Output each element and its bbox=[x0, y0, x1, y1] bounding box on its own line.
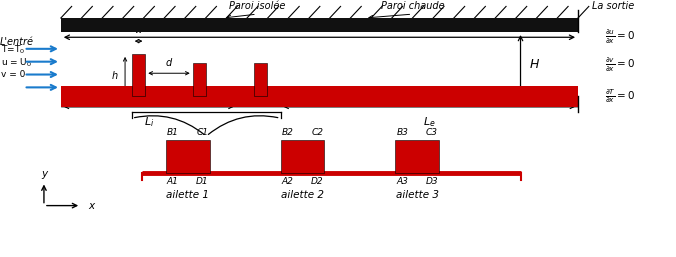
Text: $d$: $d$ bbox=[165, 56, 173, 68]
Text: L'entré: L'entré bbox=[0, 38, 34, 47]
Text: Paroi chaude: Paroi chaude bbox=[381, 1, 444, 11]
Text: ailette 3: ailette 3 bbox=[396, 190, 439, 200]
Text: $L_e$: $L_e$ bbox=[423, 116, 435, 130]
Text: $\frac{\partial T}{\partial x}=0$: $\frac{\partial T}{\partial x}=0$ bbox=[605, 87, 635, 105]
Bar bbox=[166, 140, 210, 173]
Bar bbox=[132, 54, 145, 96]
Text: D2: D2 bbox=[310, 177, 323, 186]
Text: $h$: $h$ bbox=[111, 69, 118, 81]
Bar bbox=[395, 140, 439, 173]
Bar bbox=[61, 86, 578, 107]
Bar bbox=[193, 63, 206, 96]
Text: v = 0: v = 0 bbox=[1, 70, 26, 79]
Text: D1: D1 bbox=[195, 177, 208, 186]
Text: A1: A1 bbox=[167, 177, 179, 186]
Text: $\frac{\partial u}{\partial x}=0$: $\frac{\partial u}{\partial x}=0$ bbox=[605, 29, 635, 46]
Text: B3: B3 bbox=[397, 128, 409, 137]
Text: $L$: $L$ bbox=[315, 18, 324, 31]
Text: T=T$_0$: T=T$_0$ bbox=[1, 44, 26, 56]
Text: ailette 2: ailette 2 bbox=[281, 190, 324, 200]
Text: ailette 1: ailette 1 bbox=[166, 190, 209, 200]
Bar bbox=[281, 140, 324, 173]
Text: u = U$_0$: u = U$_0$ bbox=[1, 56, 32, 69]
Text: $L_i$: $L_i$ bbox=[143, 116, 154, 130]
Text: C1: C1 bbox=[196, 128, 208, 137]
Text: D3: D3 bbox=[425, 177, 438, 186]
Bar bbox=[61, 18, 578, 32]
Bar bbox=[254, 63, 267, 96]
Text: C2: C2 bbox=[311, 128, 323, 137]
Text: $w$: $w$ bbox=[134, 25, 143, 35]
Text: $H$: $H$ bbox=[529, 58, 539, 71]
Text: C3: C3 bbox=[426, 128, 438, 137]
Text: B1: B1 bbox=[167, 128, 179, 137]
Text: y: y bbox=[41, 169, 47, 179]
Text: B2: B2 bbox=[282, 128, 294, 137]
Text: A2: A2 bbox=[282, 177, 294, 186]
Text: $\frac{\partial v}{\partial x}=0$: $\frac{\partial v}{\partial x}=0$ bbox=[605, 57, 635, 74]
Text: A3: A3 bbox=[397, 177, 409, 186]
Text: x: x bbox=[88, 201, 94, 210]
Text: La sortie: La sortie bbox=[592, 1, 634, 11]
Text: Paroi isolée: Paroi isolée bbox=[228, 1, 285, 11]
